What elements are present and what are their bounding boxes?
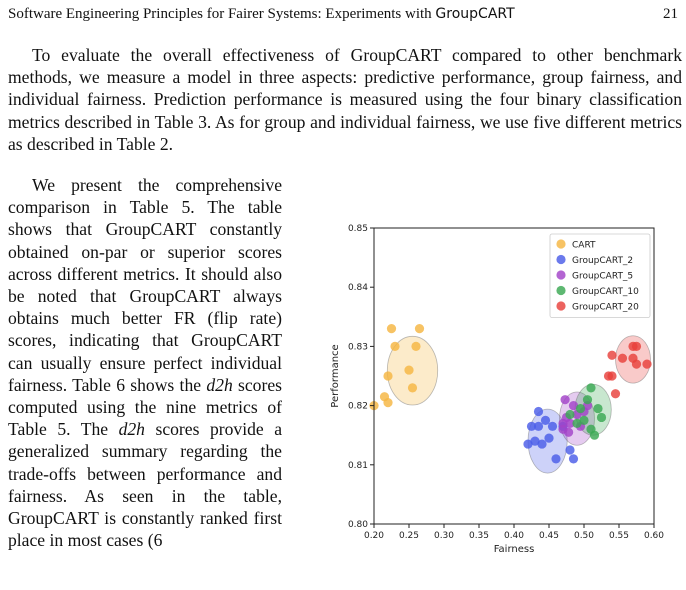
point-groupcart-10 [572, 418, 582, 428]
running-header: Software Engineering Principles for Fair… [8, 4, 678, 24]
point-groupcart-20 [610, 389, 621, 399]
x-tick-label: 0.35 [469, 531, 489, 541]
y-tick-label: 0.85 [348, 224, 368, 234]
point-groupcart-20 [607, 371, 617, 381]
point-groupcart-20 [642, 359, 652, 369]
header-title-groupcart: GroupCART [435, 6, 515, 22]
y-tick-label: 0.80 [348, 520, 368, 530]
x-tick-label: 0.60 [644, 531, 664, 541]
d2h-term: d2h [118, 419, 145, 440]
x-axis-label: Fairness [494, 544, 535, 555]
point-cart [390, 341, 400, 351]
point-cart [383, 398, 393, 408]
point-groupcart-10 [575, 403, 586, 414]
page-number: 21 [663, 6, 678, 22]
paragraph-comparison-part3: scores provide a generalized summary reg… [8, 419, 283, 551]
x-tick-label: 0.55 [609, 531, 629, 541]
point-cart [414, 324, 425, 334]
point-groupcart-10 [586, 383, 596, 393]
x-tick-label: 0.20 [364, 531, 384, 541]
x-tick-label: 0.25 [399, 531, 419, 541]
x-tick-label: 0.40 [504, 531, 524, 541]
header-title: Software Engineering Principles for Fair… [8, 4, 515, 24]
y-axis-label: Performance [330, 344, 341, 407]
point-groupcart-2 [547, 421, 558, 431]
legend-box [549, 233, 651, 318]
point-groupcart-10 [565, 409, 575, 420]
point-cart [407, 383, 418, 393]
legend-label: GroupCART_20 [572, 303, 639, 313]
legend-label: GroupCART_10 [572, 287, 639, 297]
point-groupcart-10 [593, 403, 603, 414]
paragraph-comparison-part2: scores computed using the nine metrics o… [8, 374, 282, 440]
point-cart [383, 371, 393, 381]
point-groupcart-2 [565, 445, 575, 455]
point-groupcart-2 [533, 406, 544, 417]
scatter-figure: 0.20 0.25 0.30 0.35 0.40 0.45 0.50 0.55 0.60 0.8… [322, 216, 674, 556]
point-cart [404, 365, 414, 375]
x-tick-label: 0.50 [574, 531, 594, 541]
point-groupcart-20 [631, 341, 642, 351]
point-groupcart-2 [526, 421, 537, 431]
point-cart [386, 324, 397, 334]
y-tick-label: 0.83 [348, 342, 368, 352]
point-groupcart-2 [568, 454, 579, 464]
y-tick-label: 0.82 [348, 402, 368, 412]
x-tick-label: 0.45 [539, 531, 559, 541]
point-groupcart-2 [537, 439, 547, 449]
point-groupcart-2 [530, 436, 540, 446]
point-groupcart-5 [565, 418, 575, 428]
legend-marker [556, 254, 566, 265]
paragraph-evaluation: To evaluate the overall effectiveness of… [8, 45, 682, 154]
legend-label: GroupCART_2 [572, 256, 633, 266]
scatter-chart: 0.20 0.25 0.30 0.35 0.40 0.45 0.50 0.55 0.60 0.8… [330, 224, 664, 555]
point-groupcart-10 [589, 430, 600, 440]
point-groupcart-20 [607, 350, 617, 360]
point-groupcart-2 [540, 415, 551, 425]
legend-marker [556, 285, 566, 296]
legend-marker [556, 301, 566, 311]
point-groupcart-2 [551, 454, 561, 464]
legend-label: CART [572, 241, 596, 251]
paragraph-comparison-part1: We present the comprehensive comparison … [8, 175, 282, 395]
point-groupcart-10 [579, 415, 589, 425]
legend-marker [556, 239, 566, 249]
legend: CART GroupCART_2 GroupCART_5 GroupCART_10 Gr… [549, 233, 651, 318]
legend-label: GroupCART_5 [572, 272, 633, 282]
x-tick-label: 0.30 [434, 531, 454, 541]
point-groupcart-5 [568, 401, 579, 411]
y-tick-label: 0.81 [348, 461, 368, 471]
point-groupcart-10 [582, 395, 593, 405]
point-groupcart-20 [617, 353, 628, 363]
point-cart [411, 341, 421, 351]
legend-marker [556, 270, 566, 280]
point-groupcart-5 [560, 395, 570, 405]
point-groupcart-10 [596, 412, 607, 423]
point-groupcart-2 [523, 439, 533, 449]
header-title-prefix: Software Engineering Principles for Fair… [8, 6, 436, 22]
d2h-term: d2h [206, 374, 233, 395]
y-tick-label: 0.84 [348, 283, 368, 293]
point-groupcart-2 [533, 421, 544, 431]
point-groupcart-5 [564, 427, 574, 437]
paragraph-comparison: We present the comprehensive comparison … [8, 174, 282, 551]
point-groupcart-2 [544, 433, 554, 443]
point-groupcart-20 [631, 359, 642, 369]
